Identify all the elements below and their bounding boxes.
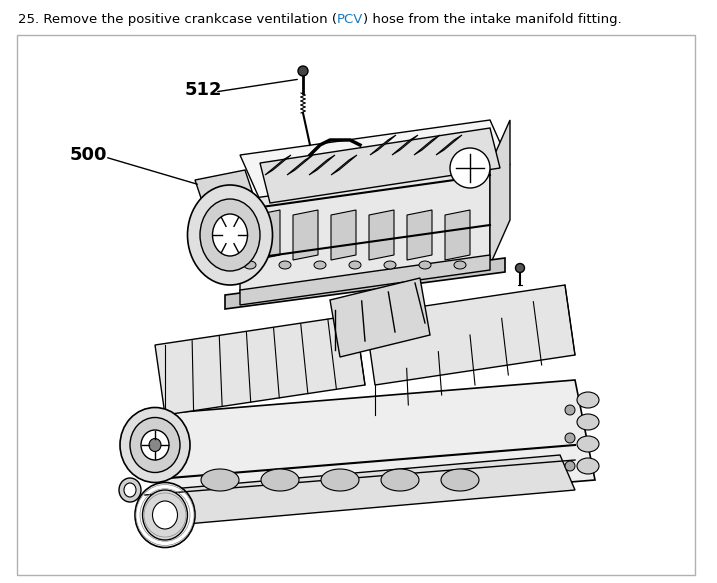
Ellipse shape (120, 408, 190, 483)
Circle shape (298, 66, 308, 76)
Polygon shape (309, 155, 335, 175)
Polygon shape (370, 135, 396, 155)
Polygon shape (287, 155, 313, 175)
Ellipse shape (577, 414, 599, 430)
Polygon shape (331, 210, 356, 260)
Ellipse shape (384, 261, 396, 269)
Polygon shape (160, 455, 575, 525)
Text: 500: 500 (70, 146, 108, 164)
Polygon shape (240, 165, 490, 300)
Polygon shape (260, 128, 500, 203)
Ellipse shape (153, 501, 178, 529)
Polygon shape (392, 135, 418, 155)
Ellipse shape (577, 458, 599, 474)
Ellipse shape (201, 469, 239, 491)
Polygon shape (240, 120, 510, 200)
Ellipse shape (130, 417, 180, 472)
Ellipse shape (577, 436, 599, 452)
Ellipse shape (244, 261, 256, 269)
Circle shape (450, 148, 490, 188)
Polygon shape (369, 210, 394, 260)
Circle shape (565, 433, 575, 443)
Ellipse shape (381, 469, 419, 491)
Ellipse shape (314, 261, 326, 269)
Polygon shape (265, 155, 291, 175)
Ellipse shape (419, 261, 431, 269)
Ellipse shape (149, 438, 161, 451)
Circle shape (516, 264, 525, 272)
Polygon shape (490, 120, 510, 265)
Ellipse shape (124, 483, 136, 497)
Polygon shape (255, 210, 280, 260)
Ellipse shape (135, 483, 195, 547)
Ellipse shape (261, 469, 299, 491)
Ellipse shape (200, 199, 260, 271)
Polygon shape (225, 258, 505, 309)
Circle shape (565, 461, 575, 471)
Ellipse shape (188, 185, 272, 285)
Ellipse shape (279, 261, 291, 269)
Polygon shape (195, 170, 260, 225)
Ellipse shape (141, 430, 169, 460)
Polygon shape (436, 135, 462, 155)
Ellipse shape (454, 261, 466, 269)
Text: PCV: PCV (337, 13, 364, 26)
Polygon shape (155, 315, 365, 415)
Polygon shape (331, 155, 357, 175)
Polygon shape (365, 285, 575, 385)
Polygon shape (445, 210, 470, 260)
Polygon shape (145, 380, 595, 515)
Circle shape (565, 405, 575, 415)
Polygon shape (330, 278, 430, 357)
Text: 512: 512 (185, 81, 222, 99)
Ellipse shape (349, 261, 361, 269)
Ellipse shape (441, 469, 479, 491)
Polygon shape (293, 210, 318, 260)
Ellipse shape (321, 469, 359, 491)
Text: ) hose from the intake manifold fitting.: ) hose from the intake manifold fitting. (364, 13, 622, 26)
Ellipse shape (119, 478, 141, 502)
Ellipse shape (143, 490, 188, 540)
Polygon shape (407, 210, 432, 260)
Ellipse shape (577, 392, 599, 408)
Ellipse shape (212, 214, 247, 256)
Polygon shape (240, 255, 490, 305)
Text: 25. Remove the positive crankcase ventilation (: 25. Remove the positive crankcase ventil… (18, 13, 337, 26)
Polygon shape (414, 135, 440, 155)
